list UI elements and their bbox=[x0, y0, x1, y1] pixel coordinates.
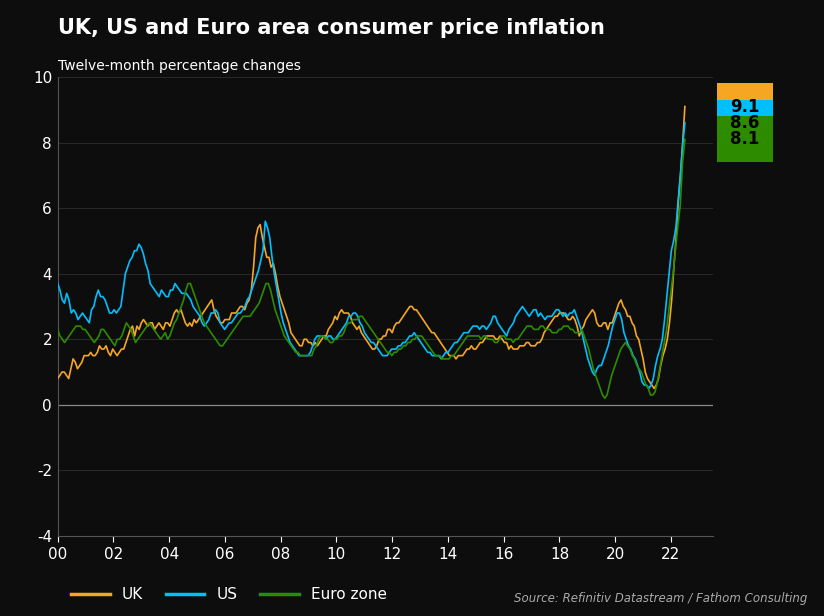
Text: 8.6: 8.6 bbox=[730, 114, 760, 132]
Text: Twelve-month percentage changes: Twelve-month percentage changes bbox=[58, 59, 301, 73]
Text: 8.1: 8.1 bbox=[730, 130, 760, 148]
Text: UK, US and Euro area consumer price inflation: UK, US and Euro area consumer price infl… bbox=[58, 18, 605, 38]
Text: 9.1: 9.1 bbox=[730, 97, 760, 116]
Text: Source: Refinitiv Datastream / Fathom Consulting: Source: Refinitiv Datastream / Fathom Co… bbox=[514, 592, 808, 605]
Legend: UK, US, Euro zone: UK, US, Euro zone bbox=[65, 582, 393, 609]
